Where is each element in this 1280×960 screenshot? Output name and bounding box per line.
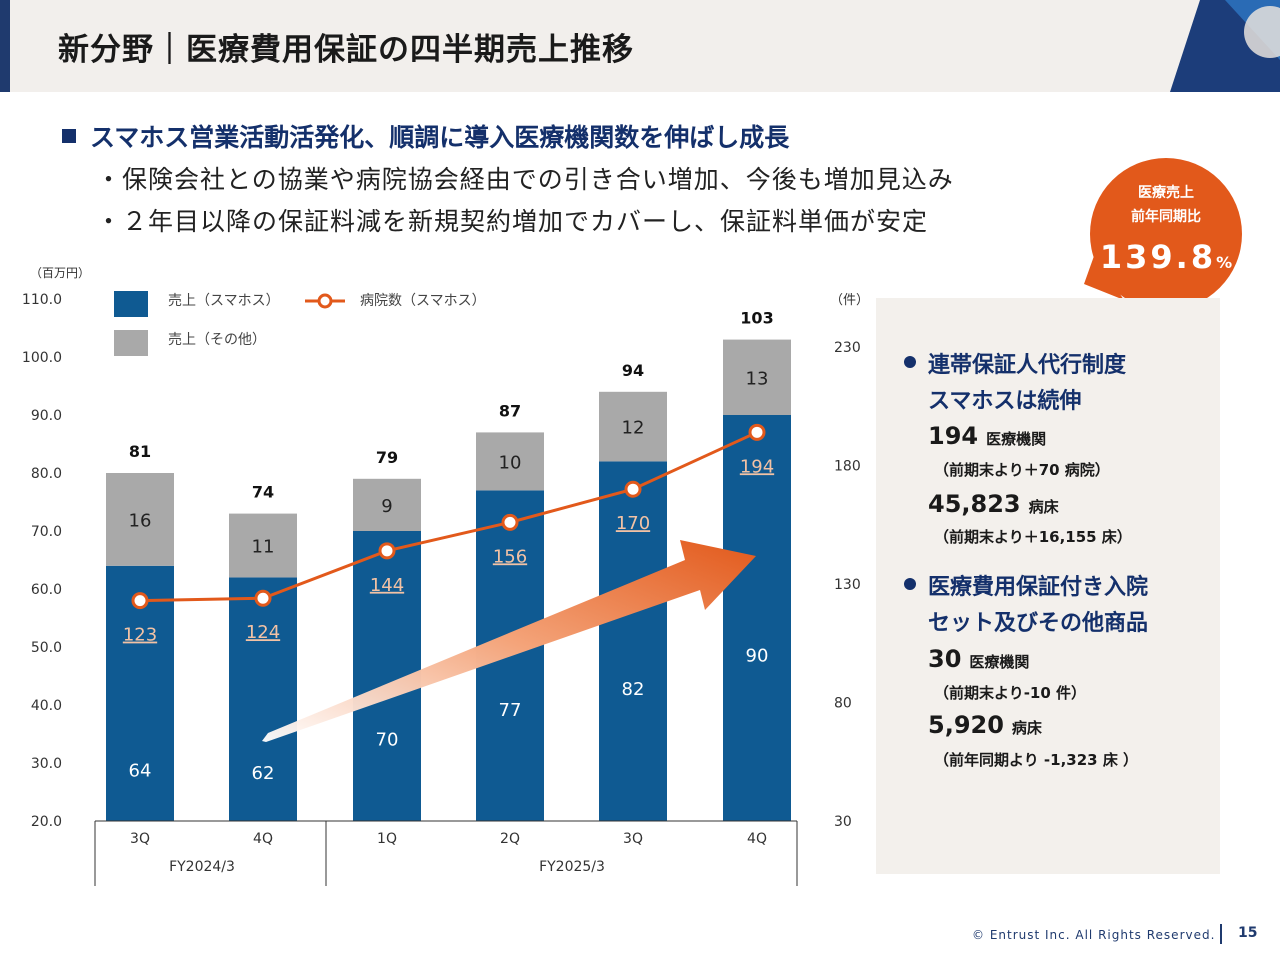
x-group-label: FY2024/3	[169, 859, 235, 875]
section1-title-2: スマホスは続伸	[928, 383, 1081, 415]
legend-label-hospitals: 病院数（スマホス）	[360, 293, 486, 309]
x-tick-label: 1Q	[377, 831, 397, 847]
legend-label-smahos: 売上（スマホス）	[168, 293, 280, 309]
bar-smahos-value: 64	[129, 761, 152, 782]
section2-title-1: 医療費用保証付き入院	[928, 569, 1148, 601]
bar-total-value: 87	[499, 401, 521, 420]
corner-decoration	[1170, 0, 1280, 92]
y-right-tick-label: 80	[834, 696, 852, 712]
bar-smahos	[229, 577, 297, 821]
line-point-value: 144	[370, 575, 404, 596]
section2-stat1: 30 医療機関	[928, 645, 1029, 673]
section1-stat1-unit: 医療機関	[986, 430, 1046, 448]
y-right-tick-label: 30	[834, 814, 852, 830]
bullet-dot-icon	[904, 578, 916, 590]
section2-title-2: セット及びその他商品	[928, 605, 1148, 637]
y-right-tick-label: 230	[834, 340, 861, 356]
section1-stat2-unit: 病床	[1029, 498, 1059, 516]
section2-stat2-note: （前年同期より -1,323 床 ）	[934, 749, 1138, 770]
bar-total-value: 94	[622, 361, 644, 380]
line-point-value: 124	[246, 622, 280, 643]
y-left-tick-label: 70.0	[31, 524, 62, 540]
section1-stat1-note: （前期末より＋70 病院）	[934, 459, 1110, 480]
bar-total-value: 74	[252, 483, 274, 502]
bar-other-value: 12	[622, 418, 645, 439]
line-point	[256, 591, 270, 605]
x-tick-label: 3Q	[623, 831, 643, 847]
footer-divider	[1220, 924, 1222, 944]
page-number: 15	[1238, 925, 1257, 941]
line-point-value: 123	[123, 625, 157, 646]
y-left-tick-label: 60.0	[31, 582, 62, 598]
section2-stat2: 5,920 病床	[928, 711, 1042, 739]
section2-stat2-value: 5,920	[928, 711, 1004, 739]
section1-stat1-value: 194	[928, 422, 978, 450]
bar-other-value: 16	[129, 510, 152, 531]
legend-swatch-smahos	[114, 291, 148, 317]
badge-line1: 医療売上	[1084, 182, 1248, 202]
y-left-tick-label: 80.0	[31, 466, 62, 482]
x-tick-label: 3Q	[130, 831, 150, 847]
bar-smahos-value: 90	[746, 645, 769, 666]
line-point	[380, 544, 394, 558]
section2-stat1-value: 30	[928, 645, 961, 673]
bar-total-value: 81	[129, 442, 151, 461]
bar-smahos-value: 70	[376, 729, 399, 750]
badge-value-row: 139.8%	[1084, 238, 1248, 276]
section1-title-1: 連帯保証人代行制度	[928, 347, 1126, 379]
copyright: © Entrust Inc. All Rights Reserved.	[972, 928, 1215, 942]
section1-stat2: 45,823 病床	[928, 490, 1059, 518]
y-right-axis-label: （件）	[830, 293, 869, 308]
y-left-tick-label: 90.0	[31, 408, 62, 424]
bar-smahos-value: 77	[499, 700, 522, 721]
x-tick-label: 2Q	[500, 831, 520, 847]
legend-swatch-other	[114, 330, 148, 356]
bar-smahos-value: 62	[252, 763, 275, 784]
bar-total-value: 103	[740, 309, 773, 328]
legend-label-other: 売上（その他）	[168, 332, 266, 348]
section1-stat1: 194 医療機関	[928, 422, 1046, 450]
section1-stat2-note: （前期末より＋16,155 床）	[934, 526, 1132, 547]
y-left-tick-label: 40.0	[31, 698, 62, 714]
line-point-value: 194	[740, 456, 774, 477]
bar-other-value: 10	[499, 452, 522, 473]
bar-other-value: 11	[252, 537, 275, 558]
line-point	[750, 425, 764, 439]
section2-stat1-unit: 医療機関	[969, 653, 1029, 671]
y-left-tick-label: 50.0	[31, 640, 62, 656]
y-left-axis-label: （百万円）	[30, 266, 90, 280]
y-right-tick-label: 130	[834, 577, 861, 593]
bar-other-value: 13	[746, 368, 769, 389]
section1-stat2-value: 45,823	[928, 490, 1021, 518]
legend-marker-hospitals	[319, 295, 331, 307]
x-group-label: FY2025/3	[539, 859, 605, 875]
bar-total-value: 79	[376, 448, 398, 467]
line-point-value: 156	[493, 546, 527, 567]
line-point	[626, 482, 640, 496]
line-point	[503, 515, 517, 529]
badge-line2: 前年同期比	[1084, 206, 1248, 226]
y-left-tick-label: 110.0	[22, 292, 62, 308]
line-point	[133, 594, 147, 608]
bar-other-value: 9	[381, 496, 392, 517]
y-left-tick-label: 20.0	[31, 814, 62, 830]
bar-smahos-value: 82	[622, 679, 645, 700]
bullet-dot-icon	[904, 356, 916, 368]
y-left-tick-label: 100.0	[22, 350, 62, 366]
section2-stat1-note: （前期末より-10 件）	[934, 682, 1086, 703]
badge-value: 139.8	[1100, 238, 1216, 276]
x-tick-label: 4Q	[253, 831, 273, 847]
y-left-tick-label: 30.0	[31, 756, 62, 772]
chart: 20.0 30.0 40.0 50.0 60.0 70.0 80.0 90.0 100.0 110…	[0, 0, 876, 900]
line-point-value: 170	[616, 513, 650, 534]
y-right-tick-label: 180	[834, 459, 861, 475]
section2-stat2-unit: 病床	[1012, 719, 1042, 737]
x-tick-label: 4Q	[747, 831, 767, 847]
badge-unit: %	[1216, 253, 1232, 272]
